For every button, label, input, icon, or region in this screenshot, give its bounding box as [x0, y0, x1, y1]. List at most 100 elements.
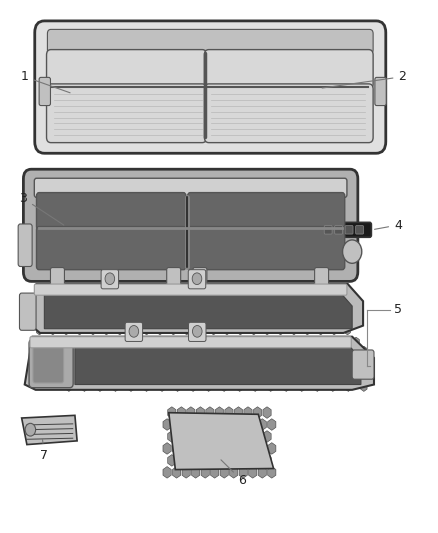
Polygon shape — [233, 211, 238, 218]
Polygon shape — [239, 218, 244, 224]
Polygon shape — [276, 245, 281, 252]
Polygon shape — [132, 232, 137, 238]
Polygon shape — [215, 258, 219, 264]
Polygon shape — [224, 327, 230, 335]
Polygon shape — [197, 294, 203, 302]
Polygon shape — [44, 224, 49, 231]
Polygon shape — [204, 302, 210, 310]
Polygon shape — [120, 337, 127, 346]
Polygon shape — [196, 455, 205, 466]
Polygon shape — [74, 218, 78, 224]
Polygon shape — [127, 264, 131, 271]
Polygon shape — [109, 205, 113, 211]
Polygon shape — [224, 294, 230, 302]
Polygon shape — [177, 407, 185, 418]
Polygon shape — [33, 198, 37, 205]
Polygon shape — [81, 382, 88, 391]
Polygon shape — [150, 302, 156, 310]
Polygon shape — [127, 225, 131, 232]
Polygon shape — [138, 198, 143, 205]
Polygon shape — [319, 211, 324, 218]
Polygon shape — [275, 373, 282, 382]
Polygon shape — [208, 211, 213, 218]
FancyBboxPatch shape — [320, 222, 371, 237]
Polygon shape — [144, 310, 149, 318]
Polygon shape — [221, 198, 225, 205]
Polygon shape — [278, 310, 283, 318]
Polygon shape — [306, 337, 313, 346]
Polygon shape — [182, 356, 188, 365]
FancyBboxPatch shape — [335, 225, 343, 234]
Polygon shape — [270, 224, 275, 231]
Polygon shape — [74, 258, 78, 264]
Polygon shape — [132, 205, 137, 211]
Polygon shape — [115, 264, 120, 271]
Polygon shape — [156, 191, 160, 198]
Polygon shape — [331, 294, 337, 302]
Polygon shape — [221, 346, 227, 356]
Polygon shape — [138, 211, 143, 218]
Polygon shape — [173, 419, 181, 430]
Polygon shape — [103, 264, 108, 271]
Polygon shape — [177, 431, 185, 442]
Polygon shape — [332, 224, 336, 231]
FancyBboxPatch shape — [46, 84, 207, 143]
Polygon shape — [275, 337, 282, 346]
Polygon shape — [208, 224, 213, 231]
Polygon shape — [229, 337, 235, 346]
Polygon shape — [221, 365, 227, 373]
Polygon shape — [39, 245, 43, 252]
FancyBboxPatch shape — [30, 337, 351, 348]
Polygon shape — [167, 218, 172, 224]
Polygon shape — [144, 205, 149, 211]
FancyBboxPatch shape — [205, 50, 373, 89]
Polygon shape — [283, 238, 287, 245]
Polygon shape — [202, 258, 207, 264]
Polygon shape — [184, 327, 190, 335]
FancyBboxPatch shape — [46, 50, 207, 89]
Polygon shape — [198, 356, 204, 365]
Polygon shape — [80, 225, 84, 232]
Polygon shape — [190, 258, 194, 264]
Polygon shape — [283, 211, 287, 218]
Polygon shape — [260, 373, 266, 382]
Polygon shape — [91, 264, 96, 271]
Polygon shape — [74, 191, 78, 198]
Polygon shape — [80, 264, 84, 271]
Polygon shape — [298, 318, 304, 327]
Polygon shape — [244, 356, 251, 365]
Polygon shape — [295, 198, 300, 205]
Polygon shape — [254, 407, 261, 418]
Polygon shape — [264, 310, 270, 318]
Polygon shape — [217, 285, 223, 294]
Polygon shape — [322, 373, 328, 382]
Polygon shape — [245, 252, 250, 258]
Polygon shape — [112, 365, 119, 373]
Polygon shape — [251, 327, 257, 335]
Polygon shape — [167, 245, 172, 252]
Polygon shape — [185, 264, 190, 271]
Polygon shape — [185, 225, 190, 232]
Polygon shape — [184, 198, 188, 205]
Polygon shape — [319, 224, 324, 231]
Polygon shape — [62, 232, 67, 238]
Polygon shape — [70, 285, 76, 294]
Polygon shape — [206, 455, 214, 466]
Polygon shape — [83, 302, 89, 310]
Polygon shape — [85, 232, 90, 238]
Polygon shape — [164, 302, 170, 310]
Polygon shape — [179, 205, 184, 211]
Polygon shape — [254, 455, 261, 466]
Polygon shape — [298, 302, 304, 310]
Polygon shape — [263, 407, 271, 418]
Polygon shape — [150, 211, 155, 218]
Polygon shape — [39, 205, 43, 211]
Polygon shape — [137, 318, 143, 327]
Polygon shape — [43, 285, 49, 294]
Polygon shape — [182, 466, 190, 478]
Polygon shape — [301, 191, 306, 198]
Polygon shape — [314, 346, 321, 356]
Polygon shape — [251, 310, 257, 318]
Polygon shape — [227, 258, 231, 264]
Polygon shape — [70, 302, 76, 310]
